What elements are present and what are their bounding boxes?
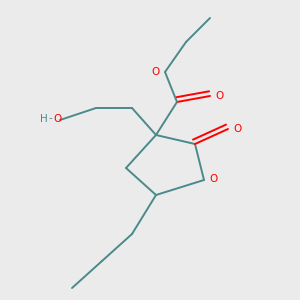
Text: O: O xyxy=(215,91,223,101)
Text: O: O xyxy=(209,173,217,184)
Text: O: O xyxy=(233,124,241,134)
Text: -: - xyxy=(48,113,52,124)
Text: O: O xyxy=(53,113,61,124)
Text: O: O xyxy=(152,67,160,77)
Text: H: H xyxy=(40,113,47,124)
